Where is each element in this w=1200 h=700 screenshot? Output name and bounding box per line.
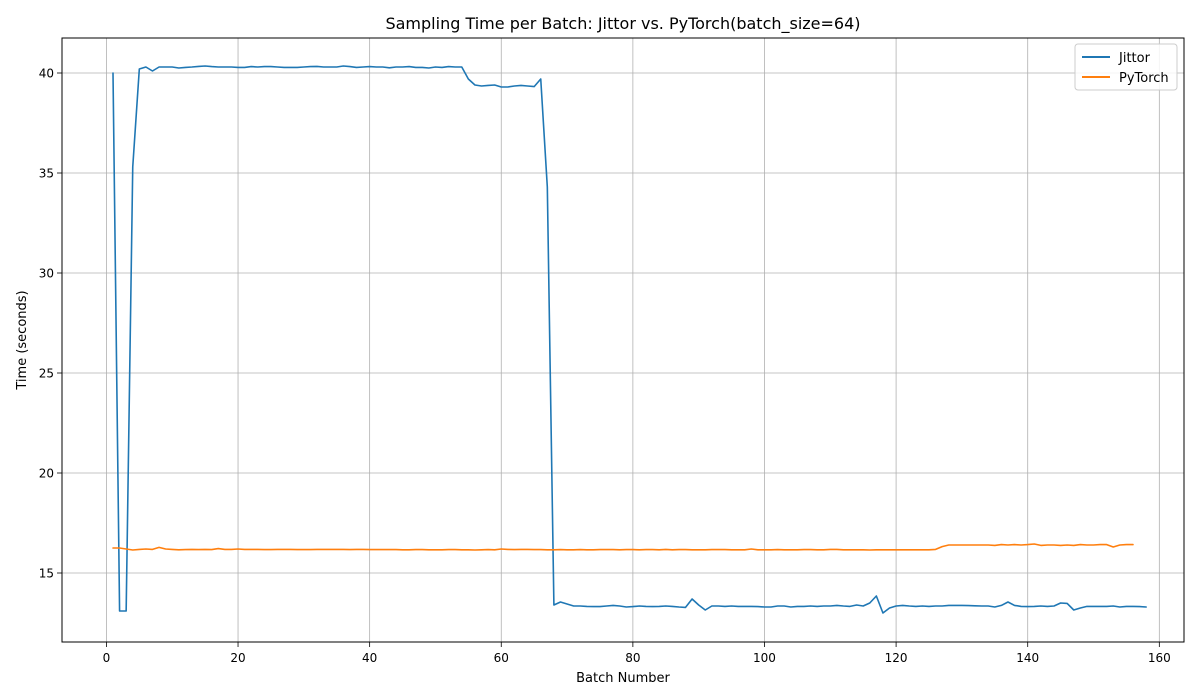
y-tick-label: 35	[39, 167, 54, 181]
x-tick-label: 160	[1148, 651, 1171, 665]
x-tick-label: 80	[625, 651, 640, 665]
y-tick-label: 25	[39, 367, 54, 381]
legend-label-pytorch: PyTorch	[1119, 71, 1169, 86]
chart-title: Sampling Time per Batch: Jittor vs. PyTo…	[385, 14, 860, 34]
legend-label-jittor: Jittor	[1118, 51, 1151, 66]
x-tick-label: 120	[885, 651, 908, 665]
y-axis-label: Time (seconds)	[15, 290, 30, 390]
grid-lines	[62, 38, 1184, 642]
series-lines	[112, 65, 1147, 614]
x-tick-label: 100	[753, 651, 776, 665]
y-tick-label: 40	[39, 67, 54, 81]
legend-box	[1074, 43, 1178, 91]
plot-frame	[61, 37, 1185, 643]
x-tick-label: 40	[362, 651, 377, 665]
y-axis-ticks: 15 20 25 30 35 40	[39, 67, 62, 581]
y-tick-label: 15	[39, 567, 54, 581]
y-tick-label: 20	[39, 467, 54, 481]
x-tick-label: 20	[230, 651, 245, 665]
legend: Jittor PyTorch	[1074, 43, 1178, 91]
x-tick-label: 140	[1016, 651, 1039, 665]
x-tick-label: 60	[494, 651, 509, 665]
x-axis-label: Batch Number	[576, 671, 670, 686]
x-axis-ticks: 0 20 40 60 80 100 120 140 160	[103, 642, 1171, 665]
y-tick-label: 30	[39, 267, 54, 281]
series-line-pytorch	[112, 543, 1134, 551]
x-tick-label: 0	[103, 651, 111, 665]
series-line-jittor	[112, 65, 1147, 614]
